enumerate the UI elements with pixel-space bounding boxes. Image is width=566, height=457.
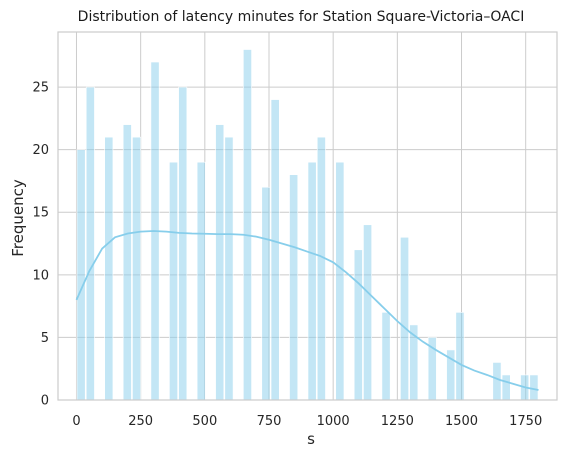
histogram-bar bbox=[455, 312, 465, 401]
x-tick-label: 1750 bbox=[509, 414, 542, 429]
histogram-bar bbox=[316, 136, 326, 401]
plot-border bbox=[57, 31, 558, 401]
histogram-bar bbox=[169, 161, 178, 401]
histogram-bar bbox=[261, 186, 271, 401]
y-tick-label: 25 bbox=[32, 81, 49, 96]
histogram-bar bbox=[492, 362, 502, 401]
histogram-bars bbox=[76, 49, 539, 401]
y-tick-label: 0 bbox=[41, 394, 49, 409]
y-tick-label: 15 bbox=[32, 206, 49, 221]
y-tick-label: 5 bbox=[41, 331, 49, 346]
histogram-bar bbox=[381, 312, 391, 401]
histogram-bar bbox=[224, 136, 234, 401]
y-axis-label: Frequency bbox=[9, 179, 27, 257]
histogram-bar bbox=[122, 124, 132, 401]
histogram-bar bbox=[501, 374, 511, 401]
x-tick-labels: 0 250 500 750 1000 1250 1500 1750 bbox=[72, 414, 542, 429]
histogram-bar bbox=[85, 86, 95, 401]
histogram-bar bbox=[178, 86, 188, 401]
x-tick-label: 1250 bbox=[381, 414, 414, 429]
histogram-bar bbox=[104, 136, 114, 401]
histogram-bar bbox=[400, 236, 409, 401]
histogram-bar bbox=[289, 174, 299, 401]
histogram-bar bbox=[215, 124, 225, 401]
x-axis-label: s bbox=[307, 430, 315, 448]
y-tick-labels: 0 5 10 15 20 25 bbox=[32, 81, 49, 409]
histogram-bar bbox=[353, 249, 363, 401]
histogram-bar bbox=[335, 161, 345, 401]
chart-title: Distribution of latency minutes for Stat… bbox=[78, 9, 525, 25]
histogram-bar bbox=[363, 224, 372, 401]
histogram-bar bbox=[196, 161, 206, 401]
histogram-bar bbox=[132, 136, 141, 401]
x-tick-label: 500 bbox=[192, 414, 217, 429]
kde-curve bbox=[75, 230, 539, 391]
histogram-bar bbox=[529, 374, 539, 401]
histogram-bar bbox=[307, 161, 317, 401]
histogram-bar bbox=[76, 149, 86, 401]
x-tick-label: 0 bbox=[72, 414, 80, 429]
histogram-bar bbox=[243, 49, 252, 401]
x-tick-label: 1500 bbox=[445, 414, 478, 429]
x-tick-label: 1000 bbox=[317, 414, 350, 429]
histogram-bar bbox=[270, 99, 280, 401]
x-tick-label: 250 bbox=[128, 414, 153, 429]
axes-frame bbox=[57, 31, 558, 401]
x-tick-label: 750 bbox=[257, 414, 282, 429]
y-tick-label: 20 bbox=[32, 143, 49, 158]
y-tick-label: 10 bbox=[32, 268, 49, 283]
